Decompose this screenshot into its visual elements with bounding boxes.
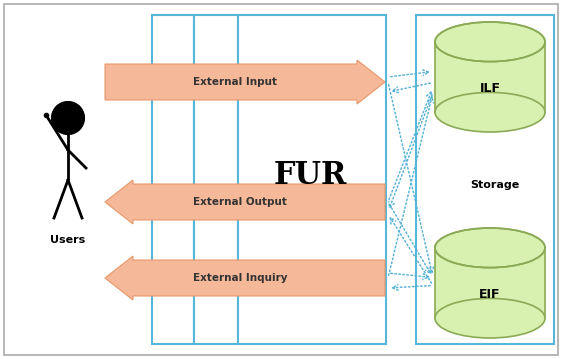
- Text: External Inquiry: External Inquiry: [193, 273, 287, 283]
- Ellipse shape: [435, 228, 545, 267]
- Bar: [194, 15, 238, 344]
- Ellipse shape: [435, 298, 545, 338]
- Bar: [238, 15, 386, 344]
- Bar: [416, 15, 554, 344]
- Bar: [435, 42, 545, 112]
- Circle shape: [52, 102, 84, 134]
- FancyArrow shape: [105, 180, 385, 224]
- Text: External Output: External Output: [193, 197, 287, 207]
- Circle shape: [52, 102, 84, 134]
- FancyArrow shape: [105, 256, 385, 300]
- Ellipse shape: [435, 22, 545, 62]
- Bar: [152, 15, 194, 344]
- Text: FUR: FUR: [273, 159, 347, 191]
- Bar: [435, 248, 545, 318]
- FancyArrow shape: [105, 60, 385, 104]
- Text: Storage: Storage: [470, 180, 520, 190]
- Text: EIF: EIF: [479, 288, 501, 300]
- Text: External Input: External Input: [193, 77, 277, 87]
- Ellipse shape: [435, 92, 545, 132]
- Text: Users: Users: [51, 235, 85, 245]
- Text: ILF: ILF: [479, 81, 501, 94]
